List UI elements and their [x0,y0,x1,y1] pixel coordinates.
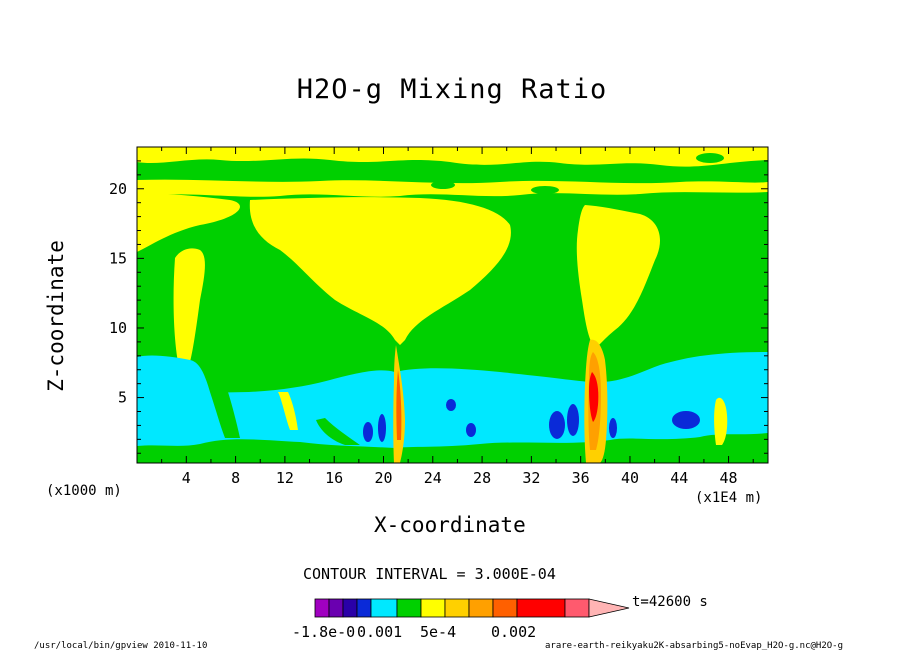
x-tick-label: 12 [276,469,294,487]
chart-title: H2O-g Mixing Ratio [296,74,608,105]
field-yellow-tongue-1 [278,392,298,430]
colorbar-label: 0.001 [357,623,402,641]
colorbar-cell [370,598,398,618]
x-ticks: 4 8 12 16 20 24 28 32 36 40 44 48 [161,147,754,487]
footer-filename: arare-earth-reikyaku2K-absarbing5-noEvap… [545,641,844,651]
x-tick-label: 24 [424,469,442,487]
y-tick-label: 15 [109,249,127,267]
y-tick-label: 10 [109,319,127,337]
field-blue-patch-7 [609,418,617,438]
contour-interval-text: CONTOUR INTERVAL = 3.000E-04 [303,565,556,583]
field-green-blob-1 [212,166,248,178]
x-tick-label: 28 [473,469,491,487]
colorbar-label: -1.8e-0 [292,623,355,641]
field-yellow-strip [137,179,768,197]
field-green-blob-4 [696,153,724,163]
x-axis-unit-right: (x1E4 m) [695,490,763,506]
field-yellow-anvil-central [249,197,511,345]
field-column-right-core [589,372,599,422]
field-green-blob-3 [531,186,559,194]
colorbar-label: 0.002 [491,623,536,641]
field-blue-patch-5 [549,411,565,439]
x-axis-label: X-coordinate [374,513,526,537]
x-tick-label: 40 [621,469,639,487]
colorbar-cell [444,598,470,618]
colorbar [314,598,630,618]
field-blue-patch-1 [363,422,373,442]
field-yellow-anvil-right [576,205,660,348]
x-tick-label: 20 [374,469,392,487]
field-column-central-core [396,370,402,440]
colorbar-cell [492,598,518,618]
colorbar-cell [342,598,358,618]
field-blue-patch-8 [672,411,700,429]
field-yellow-left-upper [137,192,240,252]
footer-command: /usr/local/bin/gpview 2010-11-10 [34,641,208,651]
field-yellow-column-left [173,248,205,362]
field-green-tongue-1 [210,392,240,438]
field-blue-patch-6 [567,404,579,436]
colorbar-arrow [588,598,630,618]
x-tick-label: 8 [231,469,240,487]
field-blue-patch-2 [378,414,386,442]
x-tick-label: 32 [522,469,540,487]
colorbar-labels: -1.8e-0 0.001 5e-4 0.002 [292,623,536,641]
x-axis-unit-left: (x1000 m) [46,483,122,499]
field-blue-patch-4 [466,423,476,437]
x-tick-label: 16 [325,469,343,487]
plot-frame [136,146,769,464]
colorbar-cell [468,598,494,618]
colorbar-label: 5e-4 [420,623,456,641]
field-blue-patch-3 [446,399,456,411]
x-tick-label: 44 [670,469,688,487]
field-yellow-top [137,147,768,167]
x-tick-label: 36 [572,469,590,487]
time-label: t=42600 s [632,594,708,610]
y-ticks: 5 10 15 20 [109,160,768,454]
field-yellow-plume-right [714,397,728,445]
y-tick-label: 20 [109,180,127,198]
colorbar-cell [396,598,422,618]
x-tick-label: 4 [182,469,191,487]
field-green-tongue-2 [316,418,360,445]
colorbar-cell [420,598,446,618]
x-tick-label: 48 [720,469,738,487]
colorbar-cell [564,598,590,618]
field-green-blob-2 [431,181,455,189]
colorbar-cell [314,598,330,618]
colorbar-cell [356,598,372,618]
colorbar-cell [516,598,566,618]
contour-field [137,147,768,463]
colorbar-cell [328,598,344,618]
y-tick-label: 5 [118,389,127,407]
